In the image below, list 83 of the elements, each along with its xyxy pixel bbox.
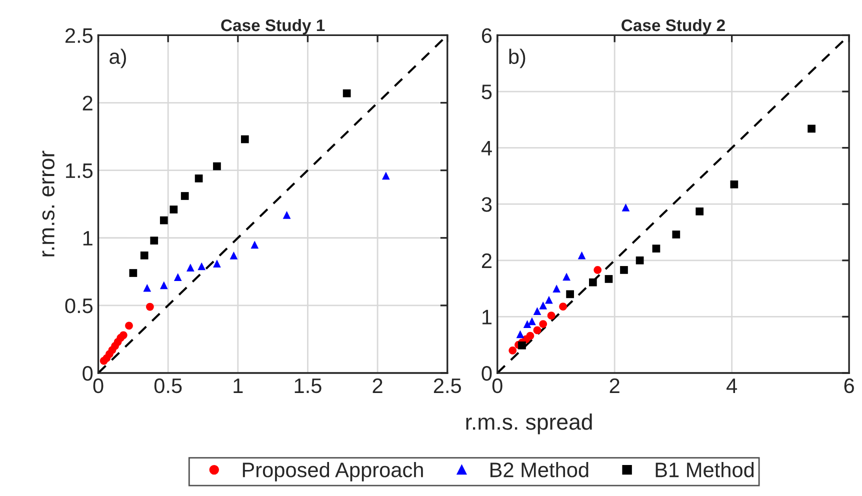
point [545,296,553,304]
point [730,180,738,188]
y-tick-label: 0.5 [65,298,93,314]
point [578,251,586,260]
point [140,252,148,260]
legend-label: Proposed Approach [242,462,423,482]
point [672,230,680,238]
point [516,330,524,338]
y-tick-label: 2 [82,96,92,110]
y-tick-label: 3 [482,197,492,212]
y-tick-label: 1 [83,231,92,246]
point [174,273,182,281]
point [198,262,206,270]
point [518,341,526,350]
point [160,216,168,224]
point [533,326,542,334]
y-tick-label: 1 [482,310,492,324]
legend-label: B2 Method [490,462,588,478]
point [562,272,570,281]
point [552,284,561,292]
y-tick-label: 0 [482,366,492,381]
chart-title: Case Study 1 [221,18,325,35]
point [160,281,168,290]
point [282,210,291,219]
point [119,331,128,340]
point [180,192,189,200]
point [636,256,644,264]
x-tick-label: 4 [726,378,738,393]
point [622,204,630,212]
point [696,207,704,216]
x-tick-label: 0 [492,378,502,394]
point [808,124,816,133]
point [382,172,390,180]
y-tick-label: 1.5 [66,164,93,178]
y-axis-title: r.m.s. error [42,150,54,256]
point [566,290,574,298]
point [604,275,613,283]
point [213,162,221,170]
point [230,252,238,260]
x-tick-label: 2.5 [434,378,461,394]
annotation: b) [509,48,526,68]
point [186,264,194,272]
point [250,240,259,249]
x-tick-label: 0.5 [154,378,182,394]
x-tick-label: 6 [844,378,854,394]
point [240,135,249,144]
point [528,317,536,326]
y-tick-label: 2 [482,253,492,268]
legend-label: B1 Method [656,462,754,478]
point [170,206,178,214]
point [146,302,154,311]
point [194,174,203,182]
y-tick-label: 4 [481,141,492,156]
point [508,346,517,354]
point [150,236,158,245]
y-tick-label: 5 [482,84,492,100]
point [125,322,133,330]
x-tick-label: 2 [372,378,382,393]
chart-title: Case Study 2 [622,18,725,35]
point [547,312,556,320]
point [129,269,138,277]
point [588,278,597,286]
point [523,320,532,328]
point [533,307,542,315]
point [559,302,567,310]
x-tick-label: 1 [234,378,243,393]
point [652,244,660,253]
x-axis-title: r.m.s. spread [466,414,592,434]
point [594,266,602,274]
x-tick-label: 1.5 [294,378,322,394]
point [539,320,548,328]
x-tick-label: 2 [610,378,620,393]
point [620,266,628,274]
y-tick-label: 2.5 [65,28,93,43]
point [143,284,152,292]
annotation: a) [110,48,126,68]
y-tick-label: 6 [482,28,492,43]
x-tick-label: 0 [93,378,104,394]
point [213,260,221,268]
y-tick-label: 0 [82,366,93,381]
point [539,302,548,310]
point [526,332,534,340]
point [342,89,351,98]
